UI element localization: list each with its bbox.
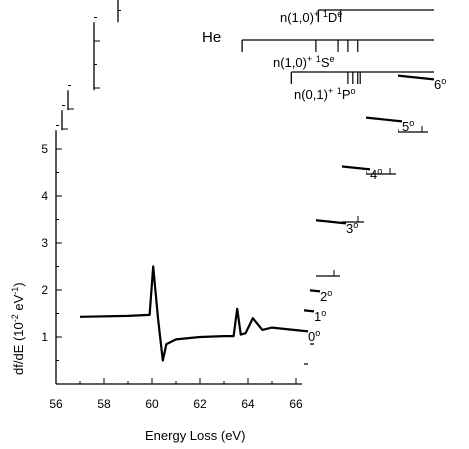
x-tick-label: 56 (49, 397, 63, 411)
resonance-markers (241, 9, 434, 84)
y-tick-label: 3 (41, 236, 48, 250)
spectrum-layer-0: 0o (55, 125, 320, 385)
x-axis-title: Energy Loss (eV) (145, 428, 245, 443)
x-axis: 56 58 60 62 64 66 (49, 397, 303, 411)
x-tick-label: 60 (145, 397, 159, 411)
layer-panel-0 (56, 130, 304, 384)
x-tick-label: 58 (97, 397, 111, 411)
spectrum-curve-0 (79, 265, 309, 362)
y-tick-label: 1 (41, 330, 48, 344)
x-tick-label: 62 (193, 397, 207, 411)
x-tick-label: 66 (289, 397, 303, 411)
angle-label-4: 4o (370, 166, 382, 182)
y-tick-label: 4 (41, 189, 48, 203)
y-tick-label: 2 (41, 283, 48, 297)
y-axis: 1 2 3 4 5 (41, 142, 48, 344)
resonance-label-1Se: n(1,0)+ 1Se (273, 54, 335, 70)
angle-label-0: 0o (308, 328, 320, 344)
resonance-label-1Po: n(0,1)+ 1Po (294, 86, 356, 102)
angle-label-3: 3o (346, 220, 358, 236)
angle-label-1: 1o (314, 308, 326, 324)
resonance-label-1De: n(1,0)+ 1De (280, 9, 342, 25)
atom-label: He (202, 29, 221, 46)
y-axis-title: df/dE (10-2 eV-1) (10, 282, 26, 375)
y-tick-label: 5 (41, 142, 48, 156)
x-tick-label: 64 (241, 397, 255, 411)
angle-label-5: 5o (402, 118, 414, 134)
angle-label-6: 6o (434, 76, 446, 92)
angle-label-2: 2o (320, 288, 332, 304)
